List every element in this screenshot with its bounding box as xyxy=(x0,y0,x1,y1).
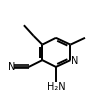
Text: N: N xyxy=(8,62,15,72)
Text: H₂N: H₂N xyxy=(47,82,65,92)
Text: N: N xyxy=(71,56,78,66)
